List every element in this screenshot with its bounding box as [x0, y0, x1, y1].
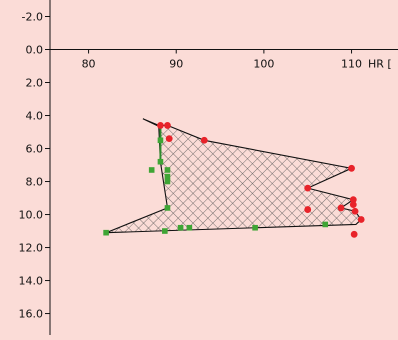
axes: [45, 0, 398, 335]
red-point: [164, 122, 171, 129]
green-point: [164, 173, 171, 180]
green-point: [164, 178, 171, 185]
x-tick-label: 100: [253, 58, 274, 71]
green-point: [157, 158, 164, 165]
green-point: [252, 224, 258, 231]
red-point: [157, 122, 164, 129]
red-point: [337, 204, 345, 212]
x-tick-label: 80: [82, 58, 96, 71]
x-axis-label: HR [: [368, 58, 392, 71]
tick-labels: -2.0 0.0 2.0 4.0 6.0 8.0 10.0 12.0 14.0 16.0 80 90 1…: [19, 11, 392, 321]
red-point: [349, 196, 357, 204]
y-tick-label: 6.0: [26, 143, 44, 156]
green-point: [164, 167, 171, 173]
y-tick-label: -2.0: [22, 11, 43, 24]
outline-polygon: [105, 118, 362, 234]
y-tick-label: 16.0: [19, 308, 44, 321]
green-point: [164, 205, 171, 211]
red-point: [349, 201, 357, 209]
green-point: [322, 221, 329, 228]
green-point: [177, 224, 184, 231]
green-point: [157, 137, 164, 144]
x-tick-label: 90: [169, 58, 183, 71]
red-point: [165, 135, 173, 143]
y-tick-label: 0.0: [26, 44, 44, 57]
data-points: [103, 122, 365, 238]
green-point: [148, 167, 155, 173]
y-tick-label: 10.0: [19, 209, 44, 222]
green-point: [103, 229, 109, 236]
red-point: [351, 207, 359, 215]
red-point: [304, 206, 312, 213]
y-tick-label: 14.0: [19, 275, 44, 288]
x-tick-label: 110: [341, 58, 362, 71]
red-point: [357, 216, 365, 223]
green-point: [162, 228, 168, 234]
y-tick-label: 12.0: [19, 242, 44, 255]
red-point: [304, 184, 312, 192]
outline-area: [105, 118, 362, 234]
red-point: [200, 136, 208, 144]
y-tick-label: 8.0: [26, 176, 44, 189]
red-point: [348, 164, 355, 172]
green-point: [186, 224, 193, 231]
red-point: [350, 230, 358, 238]
y-tick-label: 4.0: [26, 110, 44, 123]
y-tick-label: 2.0: [26, 77, 44, 90]
